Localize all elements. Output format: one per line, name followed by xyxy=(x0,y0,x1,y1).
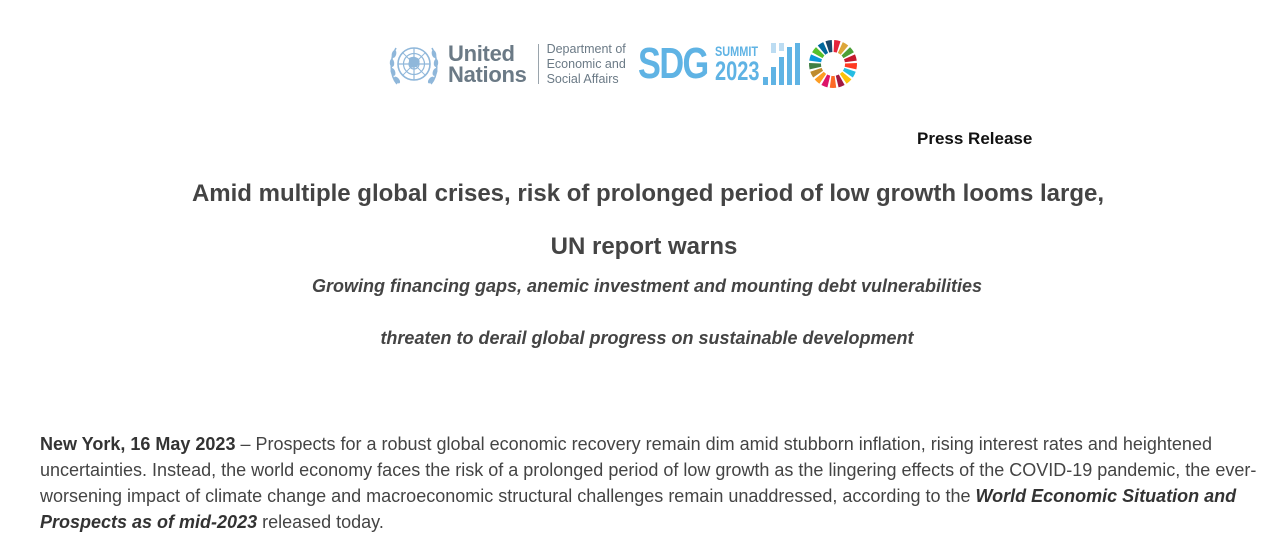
sdg-wheel-segment xyxy=(821,74,831,88)
logo-divider xyxy=(537,44,539,84)
headline-line-2: UN report warns xyxy=(550,233,738,260)
sdg-wheel-segment xyxy=(810,67,823,78)
sdg-wheel-segment xyxy=(844,62,857,70)
desa-line3: Social Affairs xyxy=(546,71,619,86)
sdg-wheel-segment xyxy=(808,62,822,70)
sdg-wheel-segment xyxy=(837,42,849,55)
headline-line-1: Amid multiple global crises, risk of pro… xyxy=(191,180,1105,207)
subheadline-line-2: threaten to derail global progress on su… xyxy=(380,328,914,348)
sdg-wheel-icon xyxy=(808,40,857,88)
dateline: New York, 16 May 2023 xyxy=(40,434,236,454)
sdg-wheel-segment xyxy=(843,54,857,63)
sdg-summit-word: SUMMIT xyxy=(714,42,758,59)
header-logos: United Nations Department of Economic an… xyxy=(388,38,858,90)
sdg-wheel-segment xyxy=(842,67,856,78)
sdg-wheel-segment xyxy=(814,71,826,84)
un-wordmark-line1: United xyxy=(448,41,515,66)
un-wordmark: United Nations xyxy=(448,41,527,87)
un-wordmark-line2: Nations xyxy=(448,62,527,87)
bar-chart-icon xyxy=(762,43,800,85)
sdg-wheel-segment xyxy=(825,40,833,53)
report-title: World Economic Situation and Prospects a… xyxy=(40,486,1237,532)
sdg-wheel-segment xyxy=(809,54,822,63)
sdg-wheel-segment xyxy=(829,75,837,88)
sdg-summit-logo: SDG SUMMIT 2023 xyxy=(638,39,858,89)
sdg-wheel-segment xyxy=(841,47,854,59)
body-text-part1: – Prospects for a robust global economic… xyxy=(40,434,1257,506)
sdg-summit-year: 2023 xyxy=(714,55,760,86)
sdg-wheel-segment xyxy=(817,42,828,55)
sdg-wheel-segment xyxy=(833,40,841,53)
sdg-wheel-segment xyxy=(839,71,852,84)
sdg-letters: SDG xyxy=(637,39,709,88)
desa-wordmark: Department of Economic and Social Affair… xyxy=(547,42,626,87)
desa-line1: Department of xyxy=(546,41,626,56)
sdg-wheel-segment xyxy=(811,47,825,59)
body-text-part2: released today. xyxy=(257,512,384,532)
subheadline-line-1: Growing financing gaps, anemic investmen… xyxy=(311,276,983,296)
un-emblem-icon xyxy=(389,47,439,85)
desa-line2: Economic and xyxy=(546,56,626,71)
sdg-summit-text: SUMMIT 2023 xyxy=(715,44,769,85)
sdg-wheel-segment xyxy=(835,74,845,88)
body-paragraph: New York, 16 May 2023 – Prospects for a … xyxy=(40,431,1265,535)
press-release-label: Press Release xyxy=(917,129,1033,148)
